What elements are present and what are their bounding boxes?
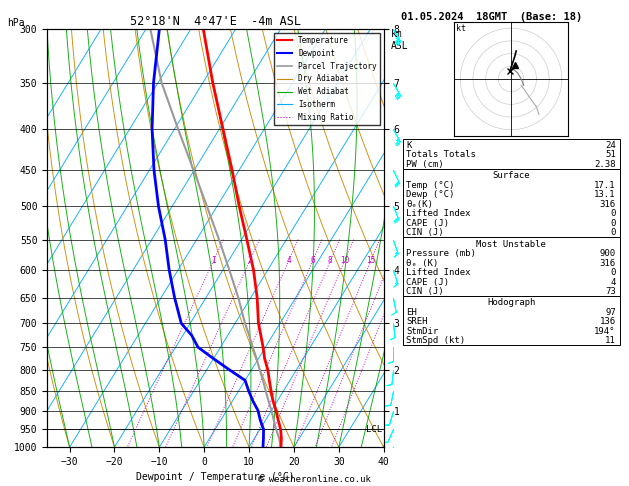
Text: EH: EH	[406, 308, 417, 317]
Text: 4: 4	[610, 278, 616, 287]
Text: 15: 15	[366, 257, 376, 265]
Text: 0: 0	[610, 219, 616, 228]
Text: Temp (°C): Temp (°C)	[406, 181, 455, 190]
Text: PW (cm): PW (cm)	[406, 160, 444, 169]
Text: StmDir: StmDir	[406, 327, 438, 336]
Text: Mixing Ratio (g/kg): Mixing Ratio (g/kg)	[411, 211, 420, 307]
Text: 17.1: 17.1	[594, 181, 616, 190]
Text: 194°: 194°	[594, 327, 616, 336]
Title: 52°18'N  4°47'E  -4m ASL: 52°18'N 4°47'E -4m ASL	[130, 15, 301, 28]
Text: Hodograph: Hodograph	[487, 298, 535, 308]
Text: CIN (J): CIN (J)	[406, 228, 444, 237]
Text: K: K	[406, 141, 412, 150]
Text: 2: 2	[247, 257, 252, 265]
Text: θₑ (K): θₑ (K)	[406, 259, 438, 268]
Text: kt: kt	[457, 24, 467, 34]
Text: CAPE (J): CAPE (J)	[406, 219, 449, 228]
Text: 73: 73	[605, 287, 616, 296]
Text: Pressure (mb): Pressure (mb)	[406, 249, 476, 258]
Text: Most Unstable: Most Unstable	[476, 240, 546, 249]
Text: StmSpd (kt): StmSpd (kt)	[406, 336, 465, 346]
Text: 97: 97	[605, 308, 616, 317]
Text: 136: 136	[599, 317, 616, 327]
Text: 6: 6	[310, 257, 315, 265]
Text: 24: 24	[605, 141, 616, 150]
Text: 900: 900	[599, 249, 616, 258]
Text: 13.1: 13.1	[594, 190, 616, 199]
Text: 316: 316	[599, 200, 616, 209]
Text: 01.05.2024  18GMT  (Base: 18): 01.05.2024 18GMT (Base: 18)	[401, 12, 582, 22]
Text: km
ASL: km ASL	[391, 29, 408, 51]
Text: θₑ(K): θₑ(K)	[406, 200, 433, 209]
Legend: Temperature, Dewpoint, Parcel Trajectory, Dry Adiabat, Wet Adiabat, Isotherm, Mi: Temperature, Dewpoint, Parcel Trajectory…	[274, 33, 380, 125]
Text: Totals Totals: Totals Totals	[406, 151, 476, 159]
Text: 0: 0	[610, 209, 616, 218]
Text: 2.38: 2.38	[594, 160, 616, 169]
X-axis label: Dewpoint / Temperature (°C): Dewpoint / Temperature (°C)	[136, 472, 295, 483]
Text: © weatheronline.co.uk: © weatheronline.co.uk	[258, 474, 371, 484]
Text: 0: 0	[610, 268, 616, 277]
Text: 316: 316	[599, 259, 616, 268]
Text: 0: 0	[610, 228, 616, 237]
Text: 1: 1	[211, 257, 216, 265]
Text: 11: 11	[605, 336, 616, 346]
Text: LCL: LCL	[366, 425, 382, 434]
Text: hPa: hPa	[7, 18, 25, 28]
Text: 8: 8	[328, 257, 333, 265]
Text: Surface: Surface	[493, 172, 530, 180]
Text: Dewp (°C): Dewp (°C)	[406, 190, 455, 199]
Text: CIN (J): CIN (J)	[406, 287, 444, 296]
Text: CAPE (J): CAPE (J)	[406, 278, 449, 287]
Text: SREH: SREH	[406, 317, 428, 327]
Text: 4: 4	[286, 257, 291, 265]
Text: Lifted Index: Lifted Index	[406, 268, 471, 277]
Text: Lifted Index: Lifted Index	[406, 209, 471, 218]
Text: 51: 51	[605, 151, 616, 159]
Text: 10: 10	[340, 257, 349, 265]
